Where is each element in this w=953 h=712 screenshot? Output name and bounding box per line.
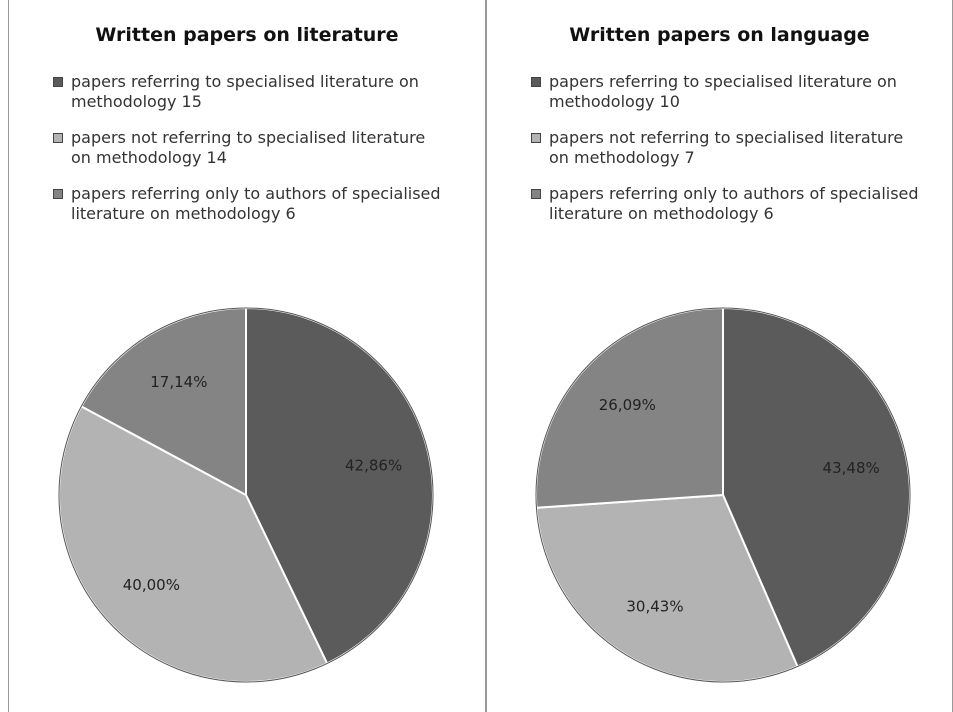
slice-label: 26,09% [599,396,656,414]
chart-panel: Written papers on language papers referri… [486,0,953,712]
slice-label: 17,14% [150,373,207,391]
legend-swatch [53,189,63,199]
legend-swatch [531,133,541,143]
legend-label: papers referring to specialised literatu… [71,72,419,111]
legend-label: papers referring to specialised literatu… [549,72,897,111]
legend-swatch [531,77,541,87]
slice-label: 43,48% [823,459,880,477]
chart-title: Written papers on literature [95,24,399,46]
legend-item: papers referring to specialised literatu… [53,72,448,112]
legend-item: papers referring to specialised literatu… [531,72,926,112]
legend-label: papers not referring to specialised lite… [549,128,904,167]
legend-item: papers referring only to authors of spec… [531,184,926,224]
legend-label: papers referring only to authors of spec… [549,184,919,223]
legend-label: papers not referring to specialised lite… [71,128,426,167]
chart-title: Written papers on language [569,24,870,46]
chart-panel: Written papers on literature papers refer… [8,0,486,712]
pie-outline [535,307,911,683]
legend-swatch [531,189,541,199]
legend-item: papers referring only to authors of spec… [53,184,448,224]
legend-swatch [53,77,63,87]
legend: papers referring to specialised literatu… [531,72,926,240]
slice-label: 40,00% [123,576,180,594]
legend-swatch [53,133,63,143]
legend: papers referring to specialised literatu… [53,72,448,240]
pie-chart: 43,48% 30,43% 26,09% [535,306,911,683]
pie-outline [58,307,434,683]
pie-chart: 42,86% 40,00% 17,14% [58,306,434,683]
legend-label: papers referring only to authors of spec… [71,184,441,223]
legend-item: papers not referring to specialised lite… [53,128,448,168]
legend-item: papers not referring to specialised lite… [531,128,926,168]
slice-label: 42,86% [345,456,402,474]
slice-label: 30,43% [626,597,683,615]
